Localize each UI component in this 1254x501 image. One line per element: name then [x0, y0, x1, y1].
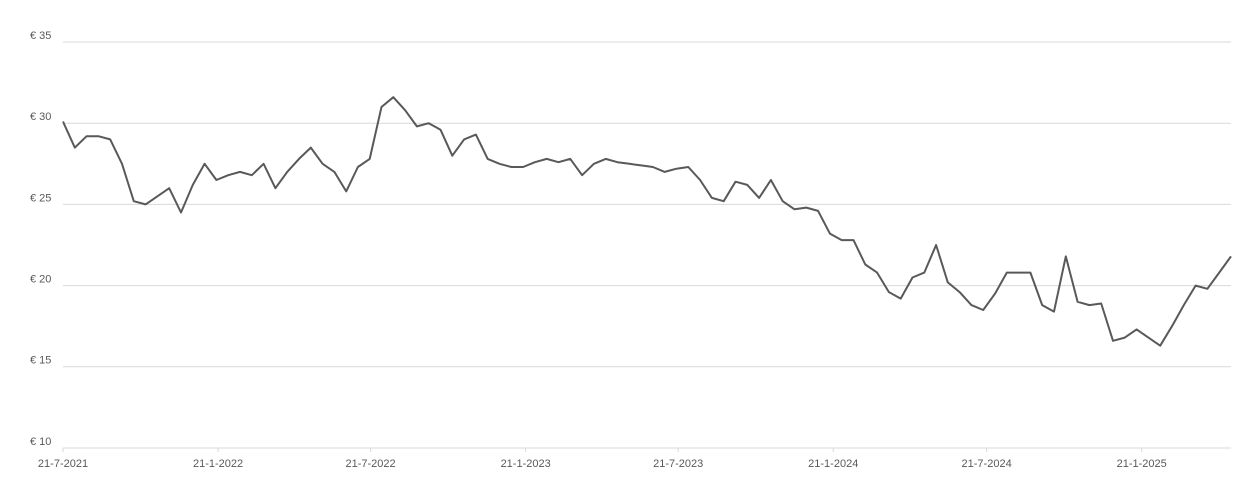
y-tick-label: € 30 [30, 111, 51, 123]
x-tick-label: 21-7-2024 [962, 458, 1012, 470]
y-tick-label: € 25 [30, 192, 51, 204]
y-tick-label: € 10 [30, 436, 51, 448]
x-tick-label: 21-7-2022 [346, 458, 396, 470]
price-line [62, 96, 1232, 347]
x-tick-label: 21-1-2022 [193, 458, 243, 470]
x-tick-label: 21-7-2023 [653, 458, 703, 470]
y-tick-label: € 20 [30, 274, 51, 286]
y-tick-label: € 15 [30, 355, 51, 367]
x-tick-label: 21-7-2021 [38, 458, 88, 470]
x-tick-label: 21-1-2025 [1117, 458, 1167, 470]
x-tick-label: 21-1-2024 [808, 458, 858, 470]
x-tick-label: 21-1-2023 [501, 458, 551, 470]
y-tick-label: € 35 [30, 30, 51, 42]
